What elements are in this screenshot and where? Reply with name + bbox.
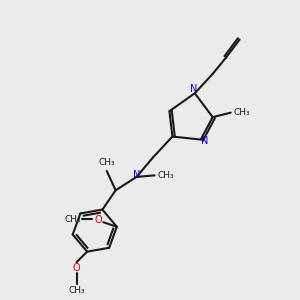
Text: N: N: [190, 84, 197, 94]
Text: O: O: [72, 263, 80, 273]
Text: CH₃: CH₃: [64, 215, 81, 224]
Text: CH₃: CH₃: [68, 286, 85, 295]
Text: O: O: [94, 215, 102, 225]
Text: CH₃: CH₃: [157, 171, 174, 180]
Text: CH₃: CH₃: [233, 108, 250, 117]
Text: N: N: [201, 136, 208, 146]
Text: CH₃: CH₃: [98, 158, 115, 167]
Text: N: N: [133, 170, 140, 180]
